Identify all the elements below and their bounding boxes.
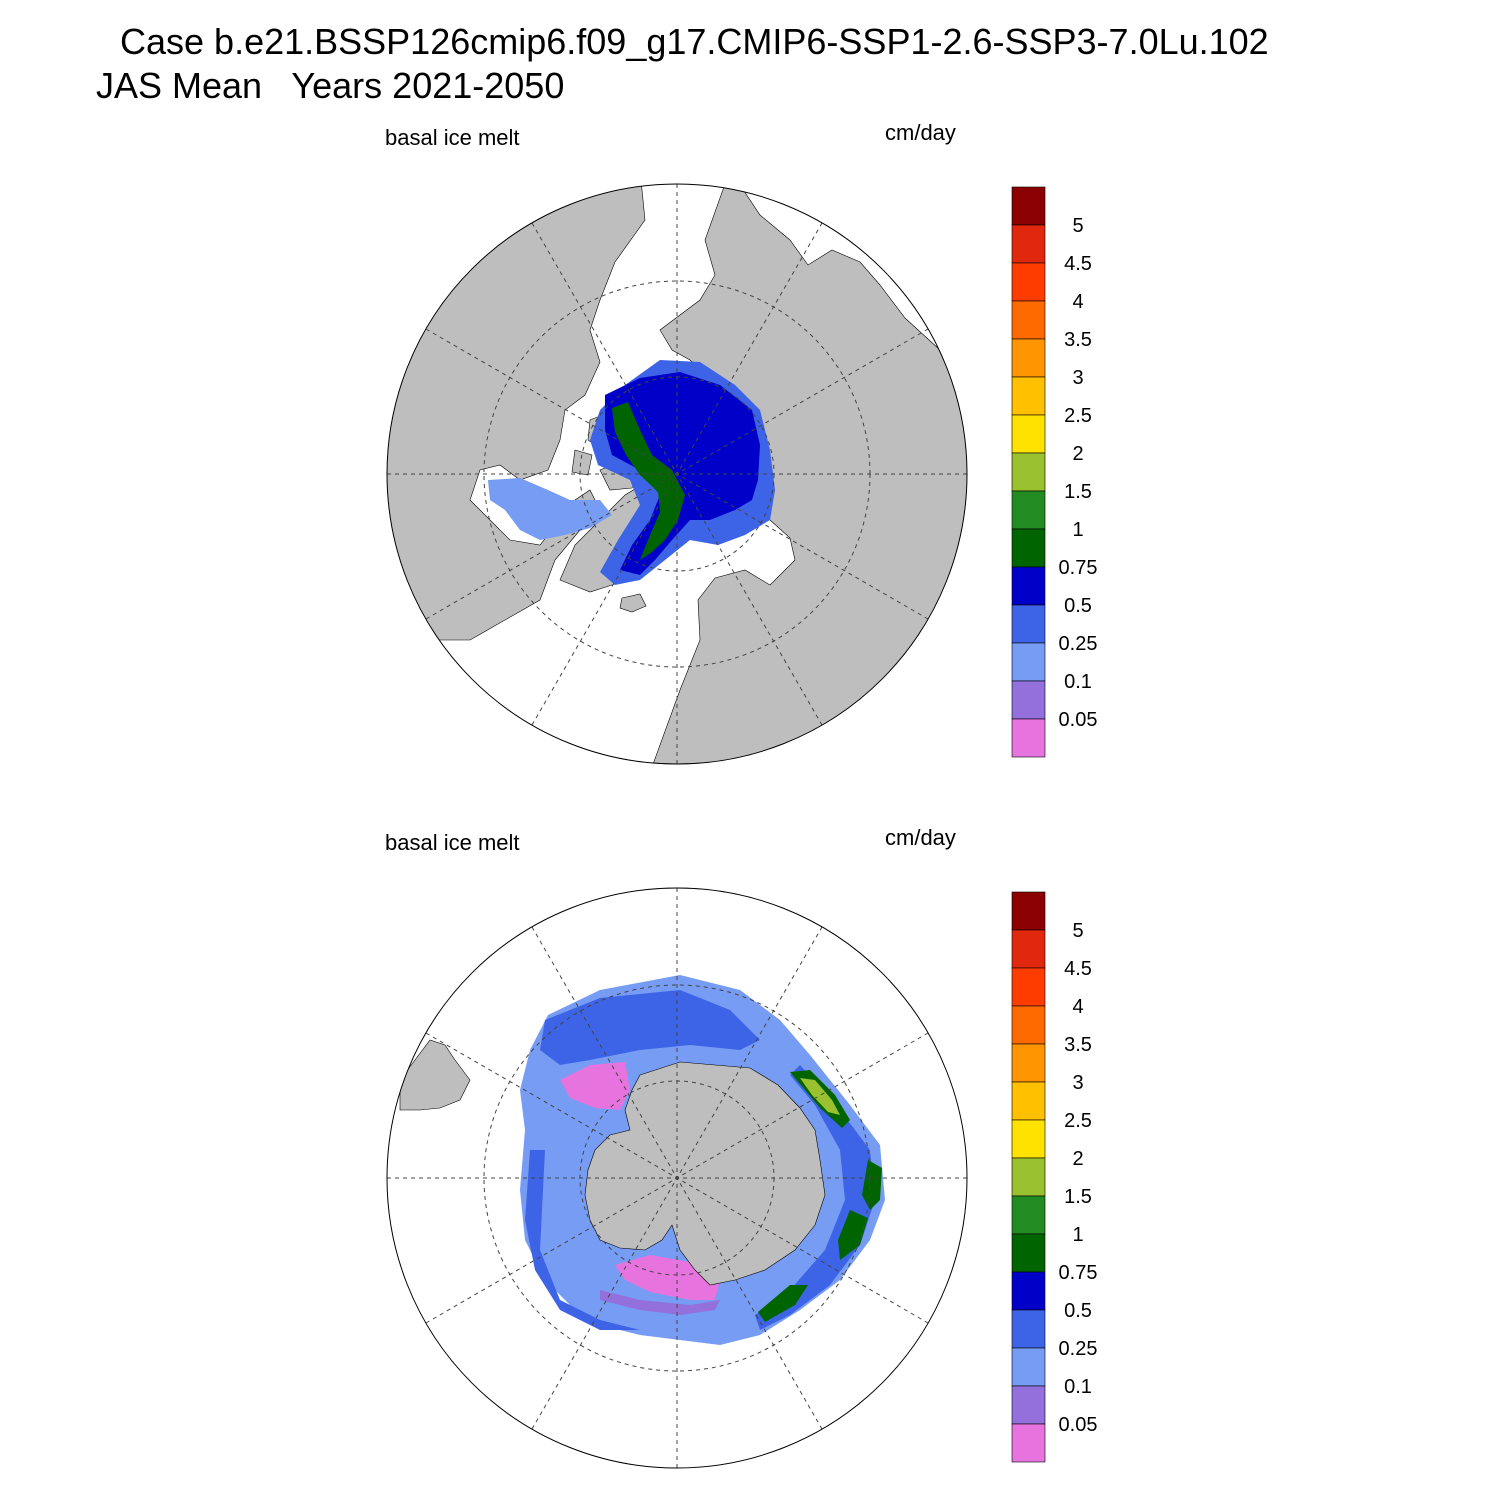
north-colorbar-swatch (1011, 186, 1046, 226)
iceland-land (619, 593, 647, 613)
eurasia-land (639, 184, 967, 764)
north-colorbar: 5 4.5 4 3.5 3 2.5 2 1.5 1 0.75 0.5 0.25 0.1 0.05 (1011, 186, 1098, 758)
north-colorbar-swatch (1011, 718, 1046, 758)
north-panel-left-label: basal ice melt (385, 125, 520, 150)
south-colorbar: 5 4.5 4 3.5 3 2.5 2 1.5 1 0.75 0.5 0.25 0.1 0.05 (1011, 891, 1098, 1463)
north-colorbar-tick-label: 4.5 (1064, 253, 1092, 275)
south-colorbar-swatch (1011, 967, 1046, 1007)
north-colorbar-tick-label: 1 (1072, 519, 1083, 541)
arctic-graticule (387, 184, 967, 764)
north-panel-units-label: cm/day (885, 120, 956, 145)
south-colorbar-tick-label: 2 (1072, 1148, 1083, 1170)
arctic-ice-0.75 (612, 402, 685, 560)
north-colorbar-tick-label: 1.5 (1064, 481, 1092, 503)
antarctic-ice-1.5-band-1 (800, 1078, 840, 1115)
north-colorbar-swatch (1011, 376, 1046, 416)
antarctic-map-border (386, 887, 968, 1469)
south-colorbar-swatch (1011, 1423, 1046, 1463)
north-colorbar-tick-label: 4 (1072, 291, 1083, 313)
arctic-ice-0.1 (488, 478, 612, 540)
north-colorbar-tick-label: 3 (1072, 367, 1083, 389)
north-colorbar-swatch (1011, 566, 1046, 606)
south-colorbar-swatch (1011, 1005, 1046, 1045)
north-colorbar-tick-label: 0.1 (1064, 671, 1092, 693)
antarctic-ice-0.05-weddell (560, 1062, 630, 1110)
north-colorbar-swatch (1011, 224, 1046, 264)
north-colorbar-swatch (1011, 490, 1046, 530)
north-colorbar-swatch (1011, 680, 1046, 720)
south-colorbar-tick-label: 0.75 (1059, 1262, 1098, 1284)
north-colorbar-tick-label: 0.5 (1064, 595, 1092, 617)
north-colorbar-swatch (1011, 338, 1046, 378)
south-colorbar-tick-label: 0.1 (1064, 1376, 1092, 1398)
south-colorbar-tick-label: 4.5 (1064, 958, 1092, 980)
arctic-map-border (386, 183, 968, 765)
north-colorbar-tick-label: 0.75 (1059, 557, 1098, 579)
south-colorbar-swatch (1011, 1119, 1046, 1159)
north-colorbar-swatch (1011, 262, 1046, 302)
north-colorbar-swatch (1011, 604, 1046, 644)
south-colorbar-tick-label: 3.5 (1064, 1034, 1092, 1056)
north-colorbar-tick-label: 0.25 (1059, 633, 1098, 655)
arctic-ice-0.5 (605, 372, 760, 575)
south-colorbar-swatch (1011, 1233, 1046, 1273)
south-colorbar-tick-label: 0.5 (1064, 1300, 1092, 1322)
north-colorbar-swatch (1011, 642, 1046, 682)
south-colorbar-swatch (1011, 891, 1046, 931)
south-colorbar-swatch (1011, 1271, 1046, 1311)
figure-title-line-2: JAS Mean Years 2021-2050 (96, 65, 565, 106)
north-colorbar-tick-label: 3.5 (1064, 329, 1092, 351)
north-colorbar-swatch (1011, 414, 1046, 454)
south-colorbar-swatch (1011, 1081, 1046, 1121)
south-colorbar-swatch (1011, 1195, 1046, 1235)
antarctica-land (584, 1061, 826, 1286)
antarctic-polar-map (386, 887, 968, 1469)
south-colorbar-tick-label: 2.5 (1064, 1110, 1092, 1132)
south-panel-units-label: cm/day (885, 825, 956, 850)
south-america-land (399, 1039, 471, 1111)
south-colorbar-swatch (1011, 1157, 1046, 1197)
south-colorbar-tick-label: 3 (1072, 1072, 1083, 1094)
north-colorbar-swatch (1011, 528, 1046, 568)
north-colorbar-tick-label: 2 (1072, 443, 1083, 465)
south-colorbar-tick-label: 1.5 (1064, 1186, 1092, 1208)
south-colorbar-swatch (1011, 1043, 1046, 1083)
north-colorbar-swatch (1011, 452, 1046, 492)
figure-title-line-1: Case b.e21.BSSP126cmip6.f09_g17.CMIP6-SS… (120, 21, 1269, 62)
south-colorbar-tick-label: 0.05 (1059, 1414, 1098, 1436)
south-panel-left-label: basal ice melt (385, 830, 520, 855)
arctic-polar-map (386, 183, 968, 765)
north-colorbar-tick-label: 2.5 (1064, 405, 1092, 427)
south-colorbar-tick-label: 0.25 (1059, 1338, 1098, 1360)
north-colorbar-tick-label: 5 (1072, 215, 1083, 237)
south-colorbar-swatch (1011, 1385, 1046, 1425)
antarctic-graticule (387, 888, 967, 1468)
south-colorbar-tick-label: 1 (1072, 1224, 1083, 1246)
south-colorbar-swatch (1011, 1309, 1046, 1349)
antarctic-ice-0.25 (525, 990, 875, 1330)
south-colorbar-swatch (1011, 1347, 1046, 1387)
south-colorbar-tick-label: 5 (1072, 920, 1083, 942)
north-colorbar-tick-label: 0.05 (1059, 709, 1098, 731)
south-colorbar-tick-label: 4 (1072, 996, 1083, 1018)
south-colorbar-swatch (1011, 929, 1046, 969)
north-colorbar-swatch (1011, 300, 1046, 340)
antarctic-ice-0.05-band (600, 1290, 720, 1315)
